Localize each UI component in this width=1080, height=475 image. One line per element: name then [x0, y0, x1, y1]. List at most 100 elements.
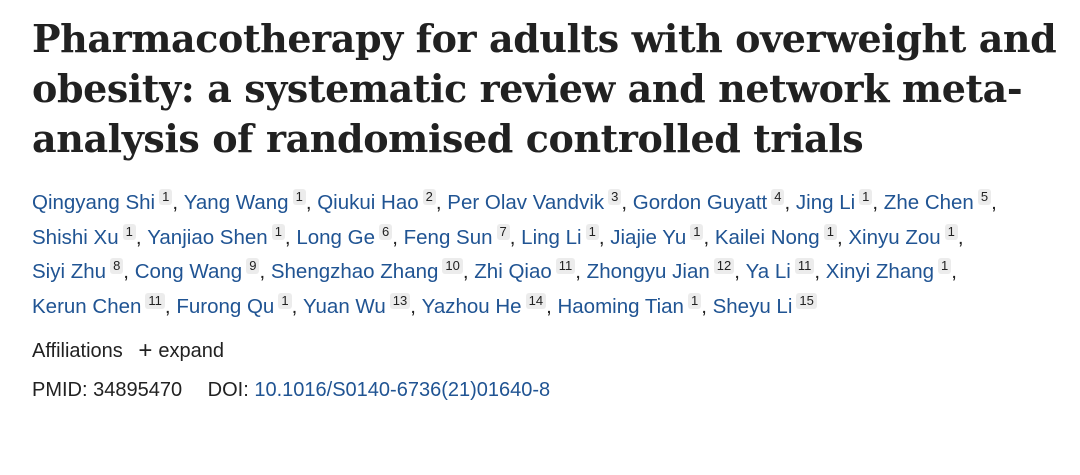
affiliation-number-badge[interactable]: 2 [422, 189, 436, 205]
affiliation-number-badge[interactable]: 9 [246, 258, 260, 274]
author-item: Zhi Qiao 11, [474, 258, 586, 283]
affiliation-number-badge[interactable]: 1 [585, 223, 599, 240]
author-item: Xinyu Zou 1, [848, 223, 964, 249]
author-item: Ling Li 1, [521, 223, 611, 249]
affiliations-label: Affiliations [32, 340, 123, 362]
affiliation-number-badge[interactable]: 13 [389, 292, 411, 309]
author-name-link[interactable]: Jing Li [795, 191, 856, 214]
expand-affiliations-button[interactable]: + expand [138, 339, 224, 363]
affiliation-number-badge[interactable]: 1 [159, 189, 173, 205]
author-separator: , [410, 294, 422, 318]
author-separator: , [991, 191, 997, 214]
author-name-link[interactable]: Yanjiao Shen [147, 225, 268, 249]
affiliation-number-badge[interactable]: 12 [713, 258, 735, 274]
author-name-link[interactable]: Qiukui Hao [317, 191, 419, 214]
identifiers-row: PMID: 34895470 DOI: 10.1016/S0140-6736(2… [32, 376, 1062, 404]
author-name-link[interactable]: Per Olav Vandvik [447, 191, 605, 214]
author-item: Yazhou He 14, [421, 292, 558, 318]
author-item: Qingyang Shi 1, [32, 189, 184, 214]
affiliation-number-badge[interactable]: 11 [145, 292, 165, 309]
author-item: Yanjiao Shen 1, [147, 223, 297, 249]
author-separator: , [957, 225, 964, 249]
author-name-link[interactable]: Siyi Zhu [32, 260, 107, 283]
affiliation-number-badge[interactable]: 1 [859, 189, 873, 205]
author-item: Xinyi Zhang 1, [825, 258, 957, 283]
author-name-link[interactable]: Sheyu Li [712, 294, 793, 318]
author-name-link[interactable]: Yang Wang [183, 191, 289, 214]
affiliation-number-badge[interactable]: 1 [938, 258, 952, 274]
author-name-link[interactable]: Xinyu Zou [848, 225, 941, 249]
author-name-link[interactable]: Yazhou He [421, 294, 522, 318]
author-item: Qiukui Hao 2, [317, 189, 448, 214]
affiliation-number-badge[interactable]: 1 [944, 223, 958, 240]
affiliation-number-badge[interactable]: 1 [690, 223, 704, 240]
author-name-link[interactable]: Shishi Xu [32, 225, 119, 249]
author-separator: , [172, 191, 184, 214]
author-name-link[interactable]: Kailei Nong [714, 225, 820, 249]
doi-label: DOI: [207, 379, 249, 401]
affiliation-number-badge[interactable]: 1 [687, 292, 702, 309]
author-item: Zhe Chen 5, [883, 189, 997, 214]
author-item: Zhongyu Jian 12, [586, 258, 746, 283]
author-name-link[interactable]: Zhe Chen [883, 191, 974, 214]
author-separator: , [701, 294, 713, 318]
author-item: Shishi Xu 1, [32, 223, 148, 249]
affiliation-number-badge[interactable]: 5 [977, 189, 992, 205]
author-item: Yuan Wu 13, [302, 292, 422, 318]
author-name-link[interactable]: Cong Wang [134, 260, 243, 283]
author-separator: , [435, 191, 448, 214]
author-item: Feng Sun 7, [403, 223, 522, 249]
author-name-link[interactable]: Ling Li [521, 225, 582, 249]
author-separator: , [305, 191, 318, 214]
affiliation-number-badge[interactable]: 4 [771, 189, 785, 205]
author-name-link[interactable]: Yuan Wu [302, 294, 386, 318]
author-item: Haoming Tian 1, [557, 292, 713, 318]
affiliation-number-badge[interactable]: 1 [122, 223, 136, 240]
author-separator: , [546, 294, 558, 318]
doi-link[interactable]: 10.1016/S0140-6736(21)01640-8 [254, 379, 551, 401]
author-name-link[interactable]: Furong Qu [176, 294, 275, 318]
author-separator: , [284, 225, 297, 249]
author-separator: , [392, 225, 404, 249]
affiliation-number-badge[interactable]: 7 [496, 223, 510, 240]
affiliation-number-badge[interactable]: 1 [823, 223, 837, 240]
author-name-link[interactable]: Jiajie Yu [610, 225, 687, 249]
author-item: Yang Wang 1, [183, 189, 318, 214]
author-item: Cong Wang 9, [134, 258, 271, 283]
author-separator: , [259, 260, 271, 283]
affiliation-number-badge[interactable]: 6 [378, 223, 393, 240]
author-name-link[interactable]: Kerun Chen [32, 294, 142, 318]
author-name-link[interactable]: Gordon Guyatt [632, 191, 768, 214]
author-name-link[interactable]: Zhongyu Jian [586, 260, 710, 283]
author-name-link[interactable]: Long Ge [296, 225, 375, 249]
author-item: Kailei Nong 1, [714, 223, 848, 249]
author-item: Kerun Chen 11, [32, 292, 176, 318]
author-separator: , [462, 260, 475, 283]
author-name-link[interactable]: Shengzhao Zhang [270, 260, 439, 283]
article-header: Pharmacotherapy for adults with overweig… [32, 14, 1062, 404]
author-separator: , [734, 260, 746, 283]
affiliation-number-badge[interactable]: 3 [608, 189, 622, 205]
author-item: Per Olav Vandvik 3, [447, 189, 633, 214]
affiliation-number-badge[interactable]: 1 [271, 223, 285, 240]
affiliation-number-badge[interactable]: 11 [555, 258, 576, 274]
author-separator: , [135, 225, 148, 249]
author-name-link[interactable]: Feng Sun [403, 225, 493, 249]
affiliation-number-badge[interactable]: 14 [525, 292, 547, 309]
author-name-link[interactable]: Ya Li [745, 260, 791, 283]
author-name-link[interactable]: Qingyang Shi [32, 191, 156, 214]
author-name-link[interactable]: Xinyi Zhang [825, 260, 935, 283]
author-separator: , [291, 294, 303, 318]
affiliation-number-badge[interactable]: 1 [278, 292, 292, 309]
author-name-link[interactable]: Zhi Qiao [474, 260, 552, 283]
author-separator: , [598, 225, 611, 249]
author-separator: , [814, 260, 826, 283]
affiliation-number-badge[interactable]: 15 [796, 292, 817, 309]
pmid-value: 34895470 [93, 379, 183, 401]
author-name-link[interactable]: Haoming Tian [557, 294, 684, 318]
author-item: Jiajie Yu 1, [610, 223, 715, 249]
affiliation-number-badge[interactable]: 11 [794, 258, 815, 274]
affiliation-number-badge[interactable]: 10 [442, 258, 463, 274]
affiliation-number-badge[interactable]: 8 [110, 258, 124, 274]
affiliation-number-badge[interactable]: 1 [292, 189, 306, 205]
